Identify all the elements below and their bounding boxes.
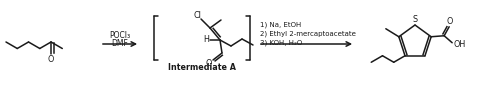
Text: OH: OH: [453, 40, 465, 49]
Text: O: O: [447, 17, 453, 26]
Text: H: H: [203, 35, 209, 45]
Text: POCl₃: POCl₃: [109, 32, 131, 40]
Text: Intermediate A: Intermediate A: [168, 64, 236, 73]
Text: 1) Na, EtOH
2) Ethyl 2-mercaptoacetate
3) KOH, H₂O: 1) Na, EtOH 2) Ethyl 2-mercaptoacetate 3…: [260, 22, 356, 45]
Text: DMF: DMF: [111, 39, 129, 48]
Text: Cl: Cl: [193, 10, 201, 20]
Text: O: O: [206, 59, 212, 67]
Text: S: S: [412, 15, 418, 24]
Text: O: O: [48, 54, 54, 64]
